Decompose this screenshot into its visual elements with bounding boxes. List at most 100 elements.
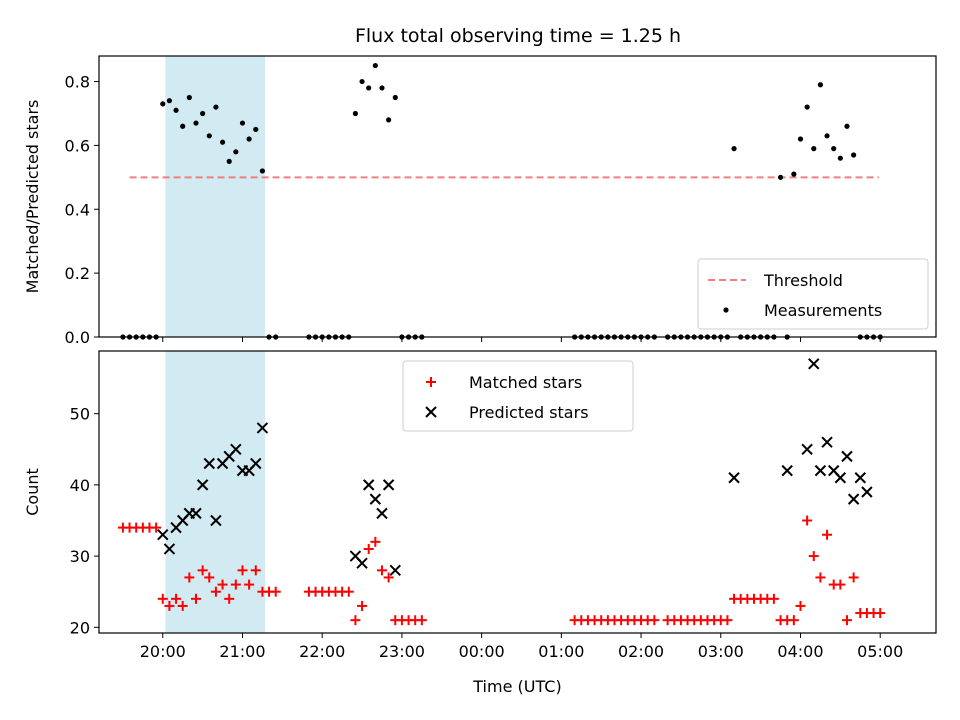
y-tick-label: 0.8 [65, 73, 90, 92]
measurement-point [239, 120, 246, 126]
matched-point [190, 593, 201, 604]
x-tick-label: 00:00 [459, 642, 505, 661]
measurement-point [386, 117, 392, 123]
matched-point [230, 579, 241, 590]
predicted-point [376, 507, 388, 520]
y-tick-label: 20 [70, 618, 90, 637]
measurement-point [777, 174, 784, 180]
x-tick-label: 04:00 [777, 642, 823, 661]
measurement-point [160, 101, 166, 107]
count-plot-area [117, 358, 886, 626]
matched-point [649, 615, 660, 626]
matched-point [376, 565, 387, 576]
matched-point [815, 572, 826, 583]
matched-point [822, 529, 833, 540]
measurement-point [844, 123, 850, 129]
predicted-point [821, 436, 833, 448]
y-tick-label: 0.6 [65, 136, 90, 155]
predicted-point [781, 464, 793, 477]
measurement-point [226, 158, 232, 164]
matched-point [184, 572, 195, 583]
measurement-point [180, 123, 186, 129]
x-tick-label: 22:00 [299, 642, 345, 661]
matched-point [875, 608, 886, 619]
matched-point [357, 600, 368, 611]
matched-point [204, 572, 215, 583]
matched-point [835, 579, 846, 590]
measurement-point [851, 152, 857, 158]
measurement-point [791, 171, 797, 177]
measurement-point [392, 94, 398, 101]
predicted-point [356, 557, 368, 569]
y-tick-label: 0.0 [65, 328, 90, 347]
observing-window-shade [165, 56, 266, 337]
x-tick-label: 03:00 [698, 642, 744, 661]
matched-point [217, 579, 228, 590]
measurement-point [797, 136, 804, 142]
measurement-point [166, 98, 173, 104]
time-x-label: Time (UTC) [472, 677, 561, 696]
predicted-point [841, 450, 853, 463]
predicted-point [861, 486, 873, 498]
measurement-point [213, 104, 219, 110]
matched-point [224, 593, 235, 604]
matched-point [244, 579, 255, 590]
predicted-point [801, 443, 813, 455]
measurement-point [246, 136, 252, 142]
matched-point [788, 615, 799, 626]
measurement-point [831, 146, 837, 152]
y-tick-label: 40 [70, 476, 90, 495]
matched-point [808, 551, 819, 562]
predicted-point [814, 464, 827, 477]
predicted-point [203, 457, 215, 470]
measurement-point [233, 149, 239, 155]
predicted-point [196, 479, 209, 491]
measurement-point [372, 62, 378, 69]
matched-point [370, 536, 381, 547]
measurement-point [804, 104, 810, 110]
matched-point [363, 543, 374, 554]
legend-measurement-swatch [723, 307, 729, 313]
legend-matched-swatch [426, 377, 436, 387]
predicted-point [847, 493, 860, 505]
y-tick-label: 50 [70, 405, 90, 424]
measurement-point [206, 133, 212, 139]
matched-point [350, 615, 361, 626]
matched-point [177, 600, 188, 611]
count-y-label: Count [23, 468, 42, 516]
series-predicted-stars [157, 358, 873, 577]
predicted-point [250, 457, 262, 470]
predicted-point [163, 543, 176, 555]
legend-box [697, 258, 929, 330]
count-y-axis: 20 30 40 50 [70, 405, 99, 637]
x-tick-label: 21:00 [219, 642, 265, 661]
count-panel-frame [98, 350, 937, 634]
y-tick-label: 0.2 [65, 264, 90, 283]
ratio-y-label: Matched/Predicted stars [23, 100, 42, 294]
measurement-point [253, 126, 259, 133]
measurement-point [193, 120, 199, 126]
predicted-point [728, 472, 740, 484]
matched-point [795, 600, 806, 611]
matched-point [237, 565, 248, 576]
x-tick-label: 02:00 [618, 642, 664, 661]
measurement-point [186, 94, 192, 101]
matched-point [197, 565, 208, 576]
predicted-point [256, 422, 269, 434]
predicted-point [389, 564, 401, 577]
predicted-point [382, 479, 395, 491]
x-tick-label: 01:00 [538, 642, 584, 661]
measurement-point [731, 146, 737, 152]
matched-point [164, 600, 175, 611]
ratio-y-axis: 0.0 0.2 0.4 0.6 0.8 [65, 73, 99, 347]
matched-point [151, 522, 162, 533]
count-panel: 20 30 40 50 20:00 21:00 22:00 23:00 00:00 01:00 0… [23, 350, 937, 696]
legend-box [402, 360, 634, 432]
chart-title: Flux total observing time = 1.25 h [355, 25, 681, 47]
measurement-point [811, 146, 817, 152]
ratio-legend: Threshold Measurements [697, 258, 929, 330]
measurement-point [352, 110, 359, 117]
matched-point [343, 586, 354, 597]
predicted-point [230, 443, 242, 455]
matched-point [157, 593, 168, 604]
